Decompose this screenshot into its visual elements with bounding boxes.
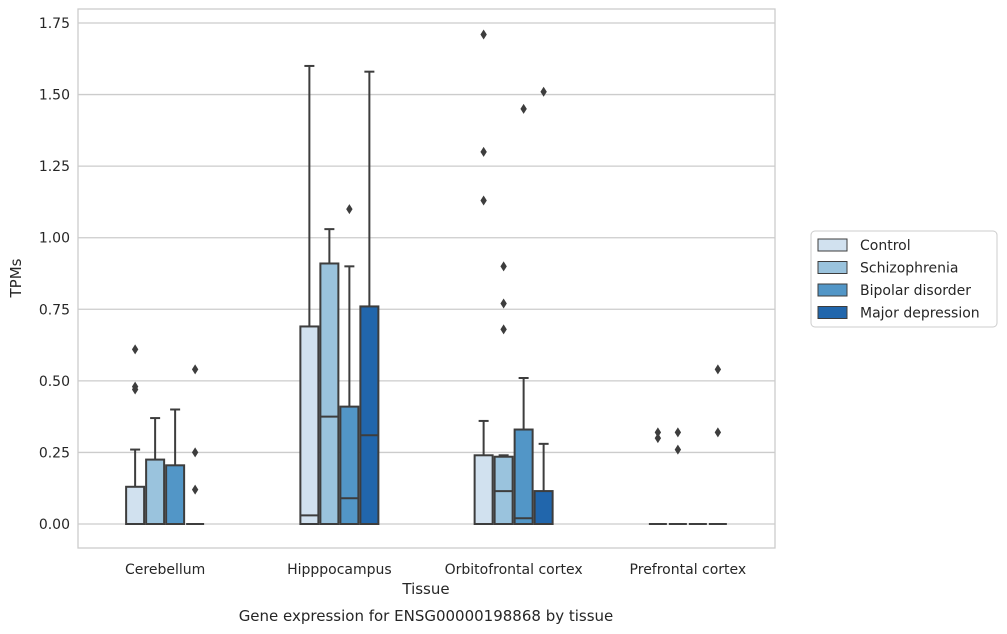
y-tick-label: 0.00 — [39, 517, 70, 533]
y-tick-label: 1.00 — [39, 231, 70, 247]
legend-entry: Schizophrenia — [860, 261, 958, 277]
box-group — [339, 204, 360, 526]
box — [513, 428, 534, 526]
outlier-point — [674, 444, 682, 455]
outlier-point — [480, 195, 487, 206]
y-tick-labels: 0.00 0.25 0.50 0.75 1.00 1.25 1.50 1.75 — [39, 16, 70, 533]
outlier-point — [500, 298, 507, 309]
box-group — [513, 103, 534, 526]
legend-frame — [810, 230, 998, 328]
legend: Control Schizophrenia Bipolar disorder Majo… — [810, 230, 998, 328]
y-axis-label: TPMs — [7, 258, 25, 298]
box — [125, 485, 146, 526]
outlier-point — [654, 427, 662, 438]
x-tick-label: Hipppocampus — [287, 562, 392, 578]
outlier-point — [480, 29, 487, 40]
box-group — [533, 86, 554, 526]
y-tick-label: 1.75 — [39, 16, 70, 32]
x-tick-label: Prefrontal cortex — [630, 562, 747, 578]
box-group — [165, 408, 186, 526]
y-tick-label: 1.25 — [39, 159, 70, 175]
outlier-point — [131, 344, 139, 355]
box-group — [125, 344, 146, 526]
outlier-point — [346, 204, 353, 215]
box — [359, 305, 380, 525]
box — [165, 464, 186, 526]
box-group — [319, 228, 340, 525]
box-group — [145, 417, 166, 526]
box — [319, 262, 340, 525]
legend-entry: Bipolar disorder — [860, 283, 971, 299]
box — [473, 454, 494, 526]
box — [339, 405, 360, 526]
box-plot-marks — [125, 29, 727, 526]
outlier-point — [480, 146, 487, 157]
legend-swatch — [817, 261, 848, 274]
box-group — [473, 29, 494, 526]
outlier-point — [191, 447, 199, 458]
box-group — [648, 427, 667, 525]
outlier-point — [674, 427, 682, 438]
legend-entry: Control — [860, 238, 911, 254]
x-axis-label: Tissue — [401, 580, 449, 598]
x-tick-label: Orbitofrontal cortex — [445, 562, 583, 578]
outlier-point — [540, 86, 547, 97]
outlier-point — [131, 381, 139, 392]
box-group — [359, 70, 380, 525]
outlier-point — [191, 364, 199, 375]
box — [299, 325, 320, 525]
outlier-point — [500, 261, 507, 272]
outlier-point — [191, 484, 199, 495]
legend-swatch — [817, 306, 848, 319]
y-tick-label: 0.25 — [39, 445, 70, 461]
outlier-point — [654, 433, 662, 444]
box — [533, 490, 554, 526]
legend-swatch — [817, 238, 848, 252]
y-tick-label: 1.50 — [39, 88, 70, 104]
legend-swatch — [817, 283, 848, 297]
box-group — [668, 427, 687, 525]
outlier-point — [500, 324, 507, 335]
grid-lines — [78, 22, 775, 525]
box-group — [299, 64, 320, 525]
y-tick-label: 0.75 — [39, 302, 70, 318]
legend-entry: Major depression — [860, 306, 980, 322]
outlier-point — [714, 364, 722, 375]
box-group — [708, 364, 727, 525]
chart-caption: Gene expression for ENSG00000198868 by t… — [239, 607, 614, 625]
plot-frame — [77, 8, 776, 549]
outlier-point — [520, 103, 527, 114]
y-tick-label: 0.50 — [39, 374, 70, 390]
box-group — [186, 364, 205, 525]
x-tick-labels: Cerebellum Hipppocampus Orbitofrontal cort… — [125, 562, 746, 578]
x-tick-label: Cerebellum — [125, 562, 205, 578]
outlier-point — [714, 427, 722, 438]
box — [145, 458, 166, 526]
box-group — [493, 261, 514, 526]
